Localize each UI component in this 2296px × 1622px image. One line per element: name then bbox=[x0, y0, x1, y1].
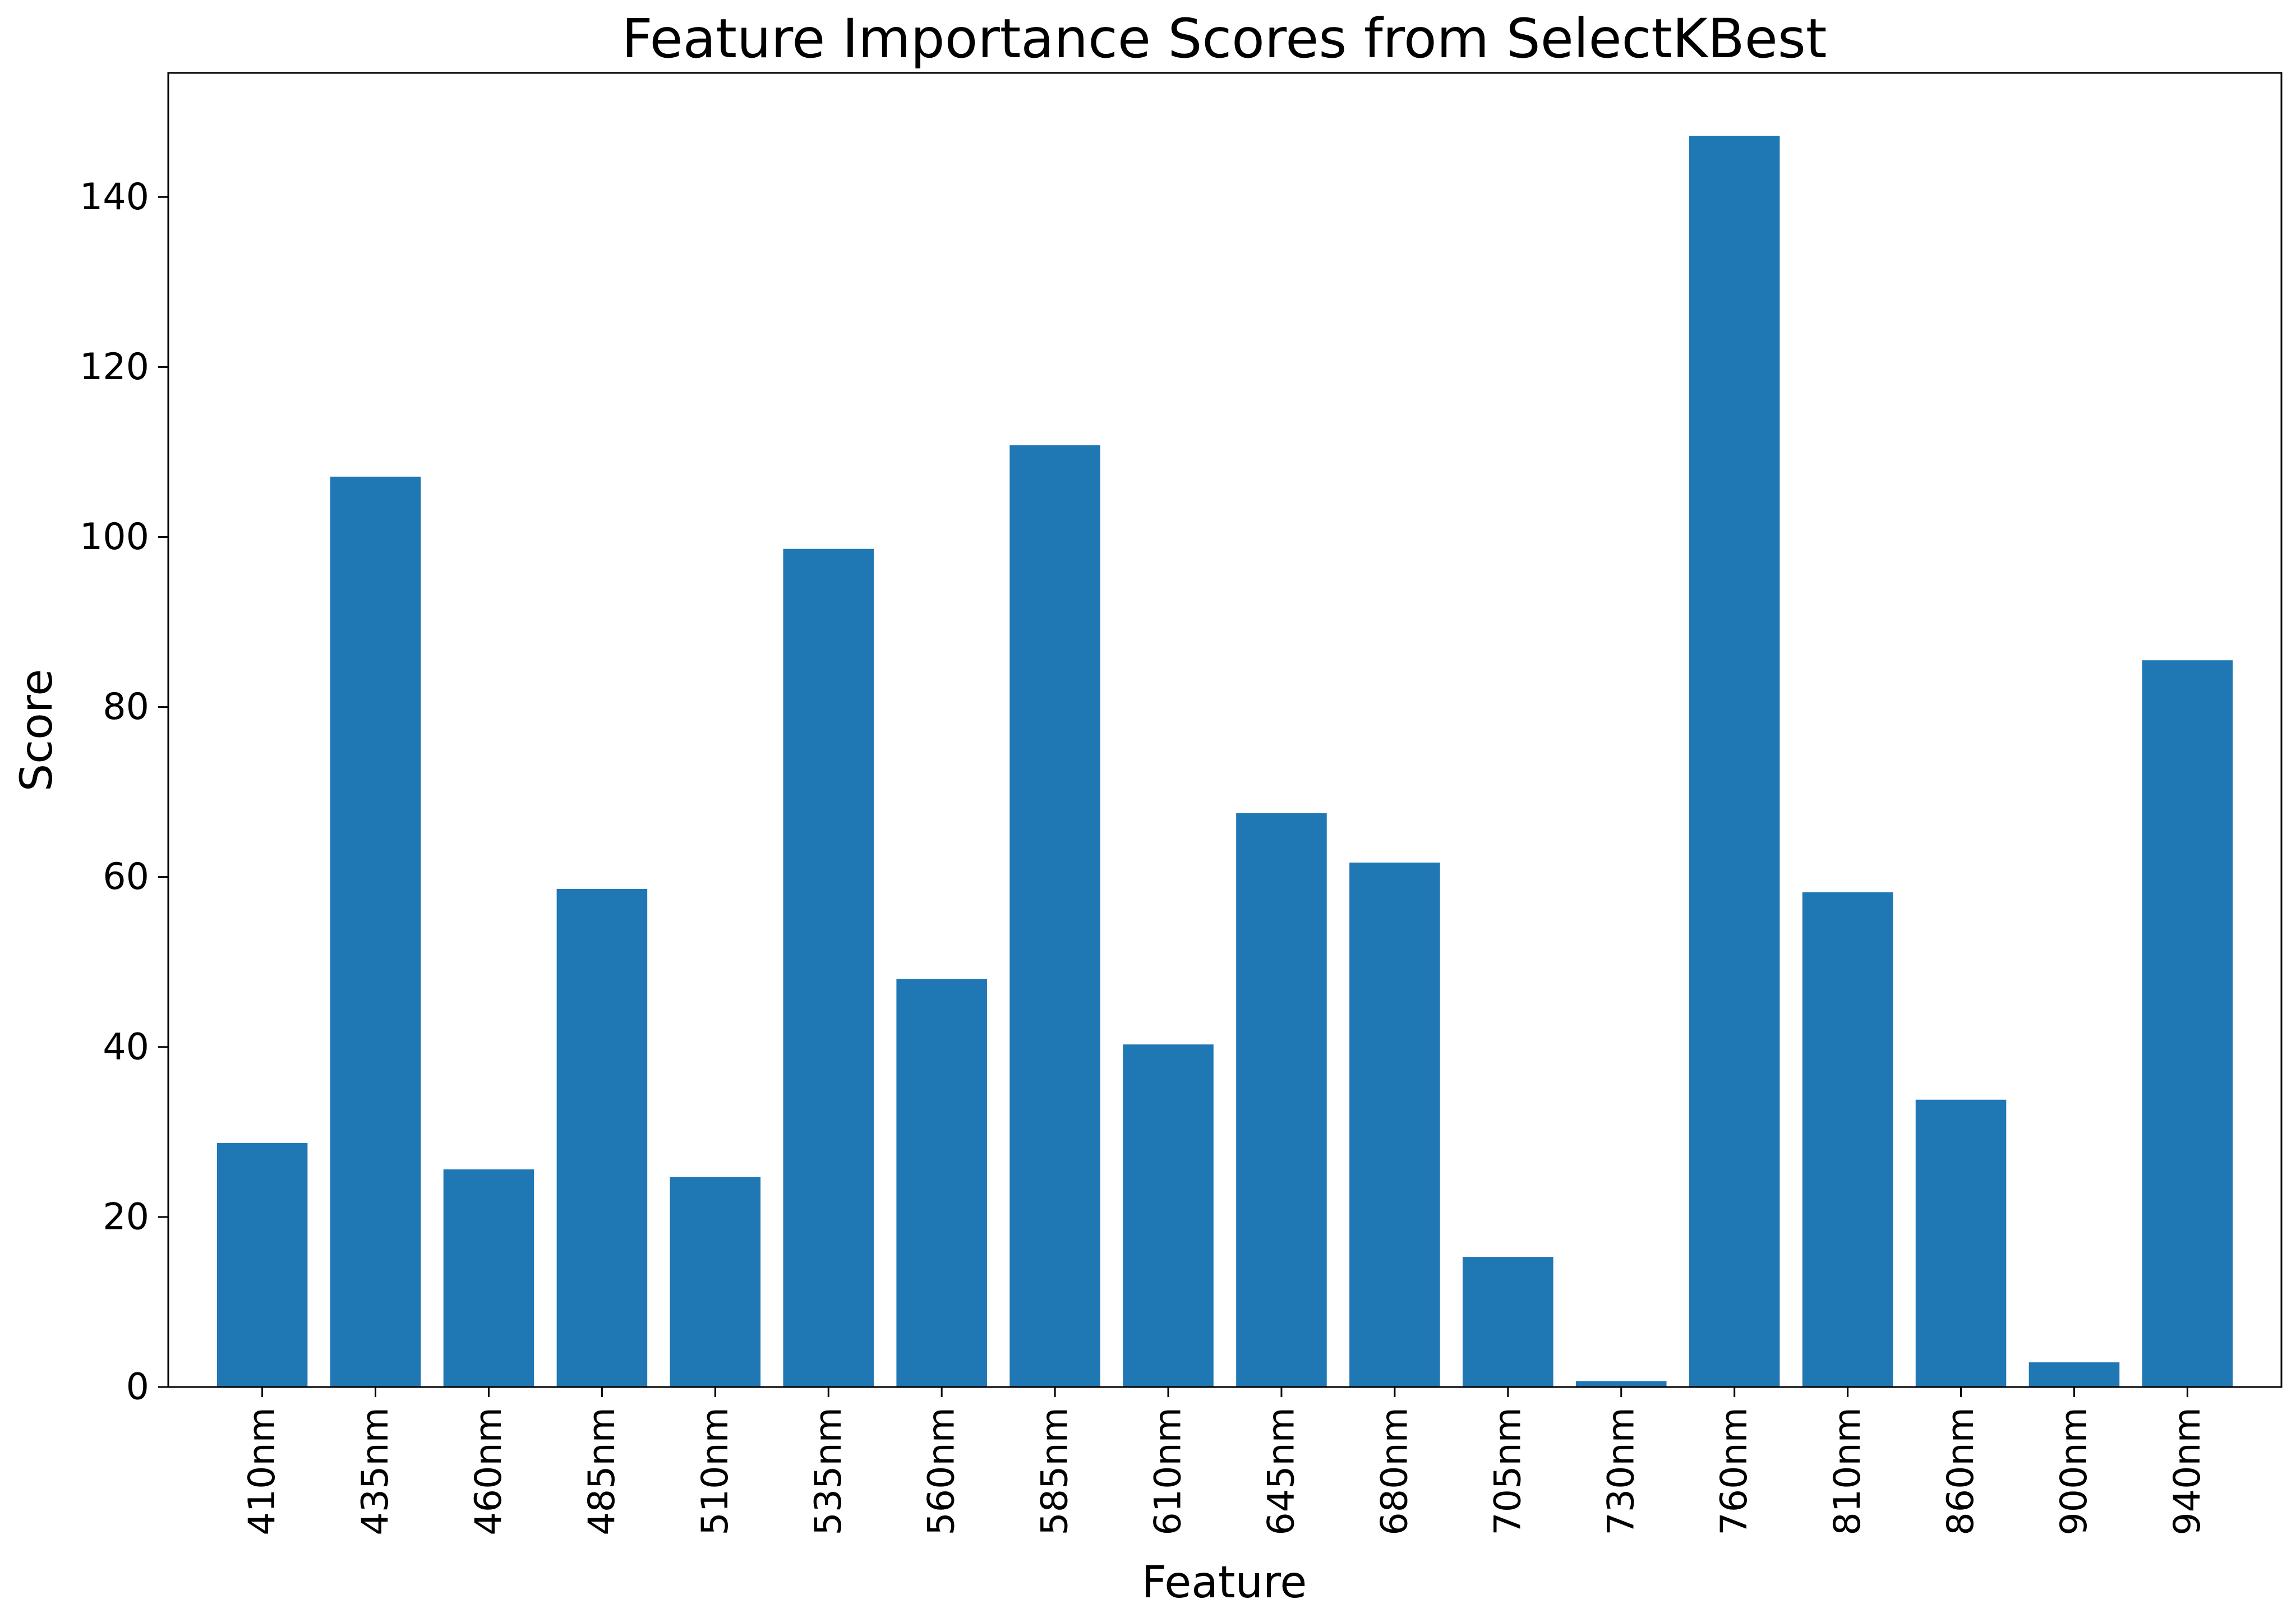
bar-560nm bbox=[896, 979, 987, 1387]
x-tick-label: 410nm bbox=[241, 1407, 283, 1536]
y-axis: 0 20 40 60 80 100 120 140 bbox=[80, 176, 168, 1408]
x-tick-label: 560nm bbox=[921, 1407, 963, 1536]
y-tick-label: 60 bbox=[103, 856, 149, 898]
x-tick-label: 510nm bbox=[694, 1407, 736, 1536]
chart-title: Feature Importance Scores from SelectKBe… bbox=[622, 7, 1827, 70]
x-tick-label: 680nm bbox=[1373, 1407, 1416, 1536]
bar-810nm bbox=[1802, 892, 1893, 1387]
bar-900nm bbox=[2028, 1362, 2120, 1387]
bar-410nm bbox=[216, 1143, 308, 1387]
x-axis-label: Feature bbox=[1142, 1558, 1307, 1608]
y-tick-label: 80 bbox=[103, 686, 149, 728]
bar-705nm bbox=[1463, 1257, 1553, 1387]
bar-585nm bbox=[1009, 445, 1100, 1387]
bars-group bbox=[216, 136, 2233, 1388]
x-tick-label: 810nm bbox=[1827, 1407, 1869, 1536]
y-tick-label: 40 bbox=[103, 1026, 149, 1068]
y-tick-label: 0 bbox=[126, 1366, 149, 1408]
x-tick-label: 435nm bbox=[354, 1407, 397, 1536]
bar-730nm bbox=[1575, 1381, 1667, 1387]
y-tick-label: 120 bbox=[80, 346, 149, 388]
y-tick-label: 140 bbox=[80, 176, 149, 218]
y-axis-label: Score bbox=[12, 669, 62, 791]
bar-680nm bbox=[1349, 862, 1440, 1387]
bar-535nm bbox=[783, 549, 874, 1388]
y-tick-label: 100 bbox=[80, 516, 149, 558]
bar-760nm bbox=[1689, 136, 1780, 1388]
plot-frame bbox=[167, 72, 2283, 1388]
x-tick-label: 940nm bbox=[2166, 1407, 2209, 1536]
bar-460nm bbox=[443, 1169, 534, 1387]
x-tick-label: 485nm bbox=[581, 1407, 623, 1536]
bar-610nm bbox=[1123, 1044, 1214, 1387]
bar-485nm bbox=[556, 888, 648, 1387]
bar-860nm bbox=[1915, 1099, 2007, 1387]
bar-645nm bbox=[1236, 813, 1327, 1387]
x-tick-label: 610nm bbox=[1147, 1407, 1190, 1536]
x-tick-label: 585nm bbox=[1034, 1407, 1076, 1536]
x-tick-label: 705nm bbox=[1487, 1407, 1529, 1536]
bar-435nm bbox=[330, 476, 421, 1387]
x-tick-label: 860nm bbox=[1940, 1407, 1982, 1536]
x-tick-label: 460nm bbox=[468, 1407, 510, 1536]
x-axis: 410nm 435nm 460nm 485nm 510nm 535nm 560nm 585nm… bbox=[241, 1387, 2209, 1536]
x-tick-label: 535nm bbox=[808, 1407, 850, 1536]
x-tick-label: 900nm bbox=[2053, 1407, 2095, 1536]
y-tick-label: 20 bbox=[103, 1196, 149, 1238]
x-tick-label: 730nm bbox=[1600, 1407, 1642, 1536]
bar-510nm bbox=[670, 1177, 761, 1387]
x-tick-label: 645nm bbox=[1260, 1407, 1302, 1536]
bar-940nm bbox=[2142, 660, 2233, 1387]
x-tick-label: 760nm bbox=[1713, 1407, 1755, 1536]
